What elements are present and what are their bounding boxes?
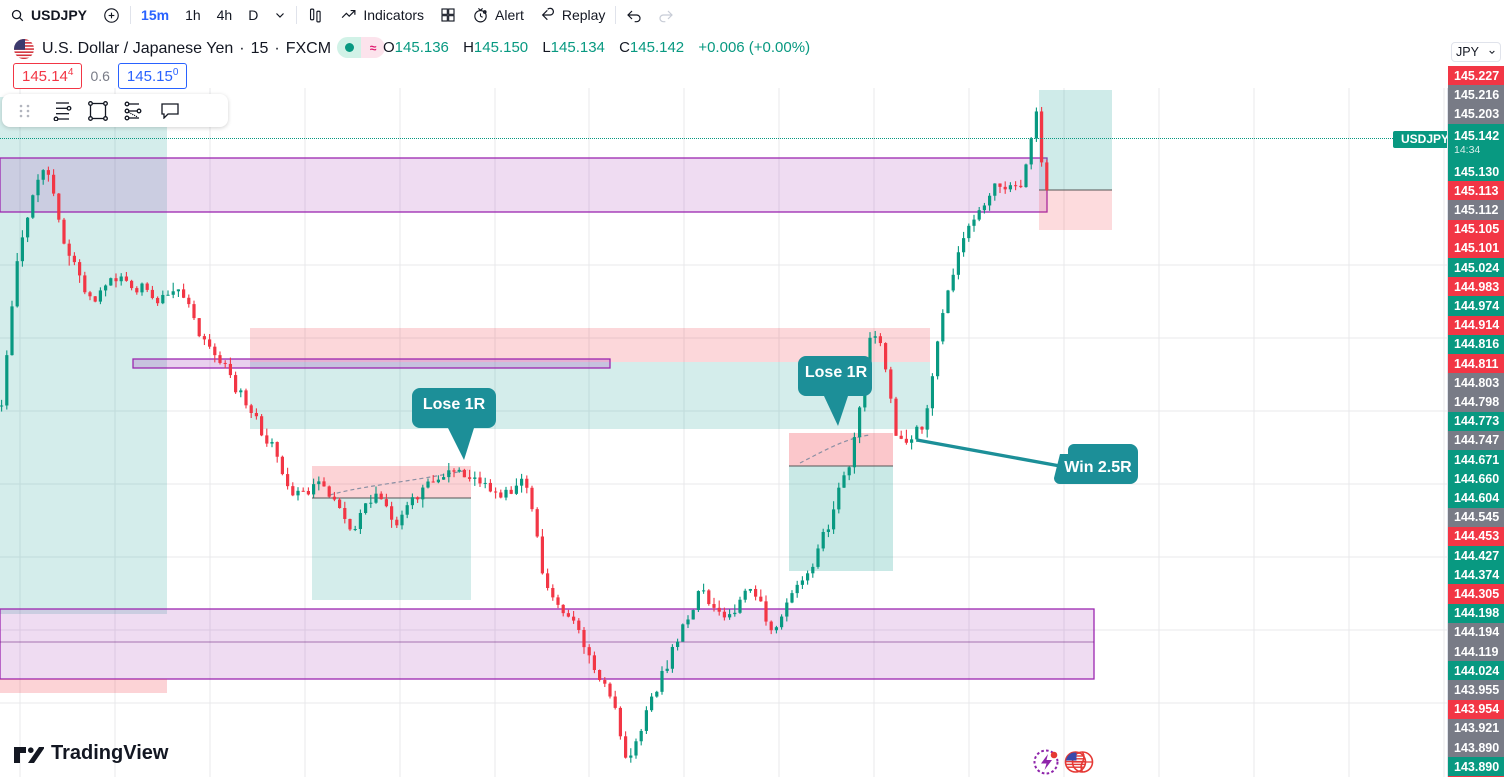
svg-text:Lose 1R: Lose 1R: [805, 364, 868, 381]
svg-text:Win 2.5R: Win 2.5R: [1064, 459, 1132, 476]
svg-text:Lose 1R: Lose 1R: [423, 396, 486, 413]
